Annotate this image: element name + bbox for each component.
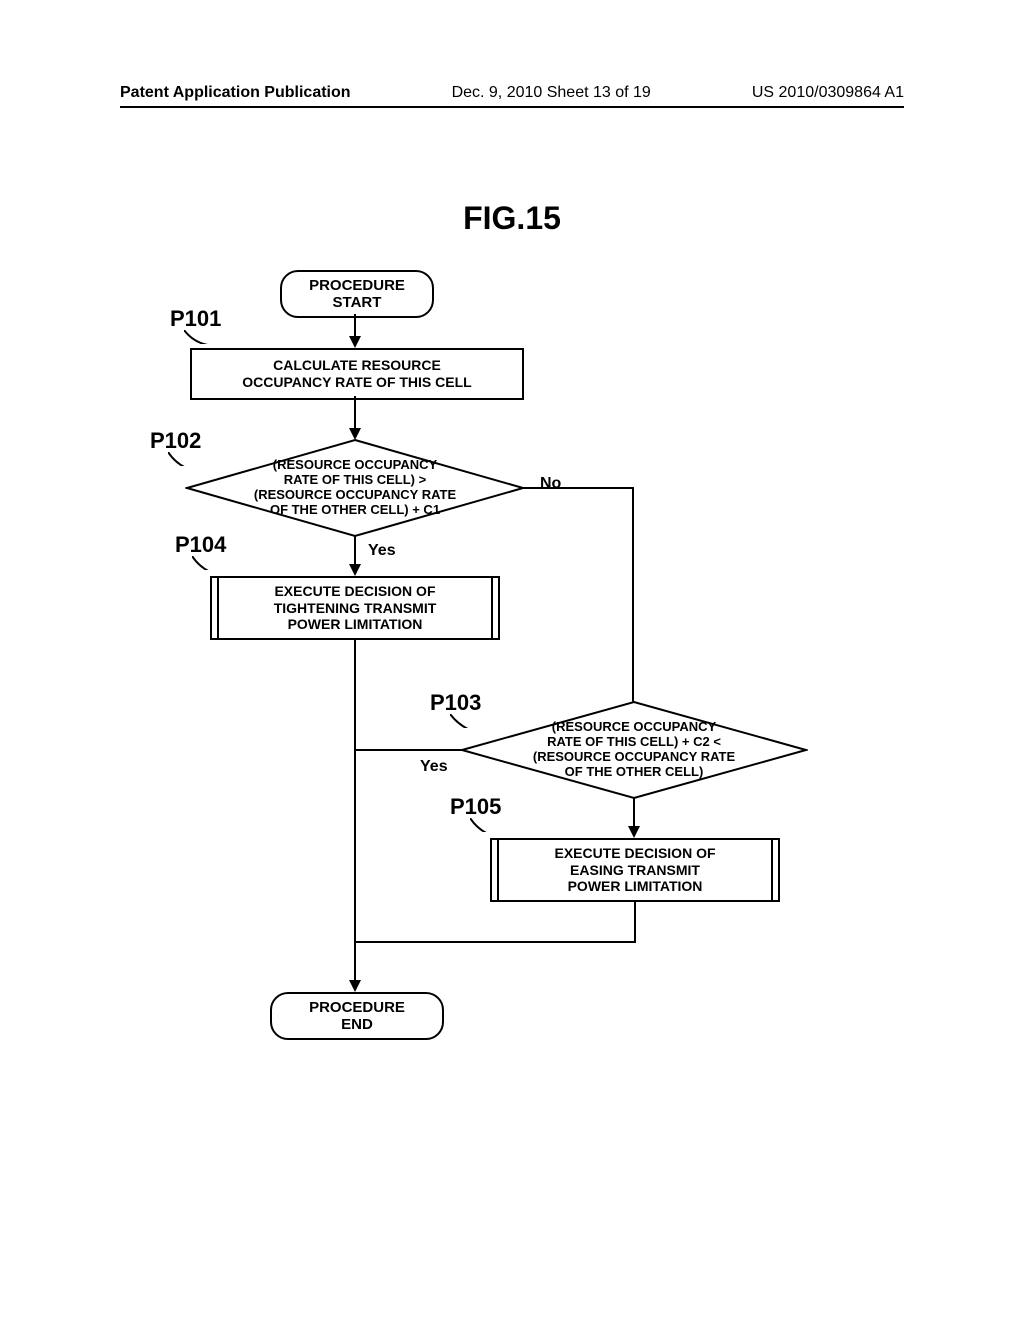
node-p105: EXECUTE DECISION OFEASING TRANSMITPOWER … [490, 838, 780, 902]
node-p102-text: (RESOURCE OCCUPANCYRATE OF THIS CELL) >(… [185, 438, 525, 538]
tick-p105 [470, 818, 498, 832]
figure-title: FIG.15 [0, 200, 1024, 237]
node-end: PROCEDUREEND [270, 992, 444, 1040]
edge-p102-p104 [353, 536, 357, 576]
header-center: Dec. 9, 2010 Sheet 13 of 19 [452, 84, 651, 102]
edge-p101-p102 [353, 396, 357, 440]
page: Patent Application Publication Dec. 9, 2… [0, 0, 1024, 1320]
edge-p102-yes-label: Yes [368, 542, 396, 560]
edge-p103-p105 [632, 798, 636, 838]
tick-p104 [192, 556, 220, 570]
node-start: PROCEDURESTART [280, 270, 434, 318]
label-p101: P101 [170, 306, 221, 332]
node-end-text: PROCEDUREEND [309, 999, 405, 1034]
tick-p101 [184, 330, 212, 344]
node-start-text: PROCEDURESTART [309, 277, 405, 312]
node-p104: EXECUTE DECISION OFTIGHTENING TRANSMITPO… [210, 576, 500, 640]
header-left: Patent Application Publication [120, 84, 351, 102]
edge-p104-end [353, 640, 357, 992]
node-p101-text: CALCULATE RESOURCEOCCUPANCY RATE OF THIS… [242, 357, 471, 391]
label-p104: P104 [175, 532, 226, 558]
node-p104-text: EXECUTE DECISION OFTIGHTENING TRANSMITPO… [210, 576, 500, 640]
node-p101: CALCULATE RESOURCEOCCUPANCY RATE OF THIS… [190, 348, 524, 400]
header-right: US 2010/0309864 A1 [752, 84, 904, 102]
page-header: Patent Application Publication Dec. 9, 2… [120, 84, 904, 108]
edge-p103-no-label: Yes [420, 758, 448, 776]
label-p105: P105 [450, 794, 501, 820]
node-p102: (RESOURCE OCCUPANCYRATE OF THIS CELL) >(… [185, 438, 525, 538]
node-p105-text: EXECUTE DECISION OFEASING TRANSMITPOWER … [490, 838, 780, 902]
edge-p102-p103 [523, 488, 643, 718]
node-p103: (RESOURCE OCCUPANCYRATE OF THIS CELL) + … [460, 700, 808, 800]
edge-start-p101 [353, 314, 357, 348]
node-p103-text: (RESOURCE OCCUPANCYRATE OF THIS CELL) + … [460, 700, 808, 800]
edge-p103-no [355, 748, 465, 752]
edge-p105-end [355, 902, 637, 946]
flowchart: PROCEDURESTART P101 CALCULATE RESOURCEOC… [150, 270, 870, 1070]
